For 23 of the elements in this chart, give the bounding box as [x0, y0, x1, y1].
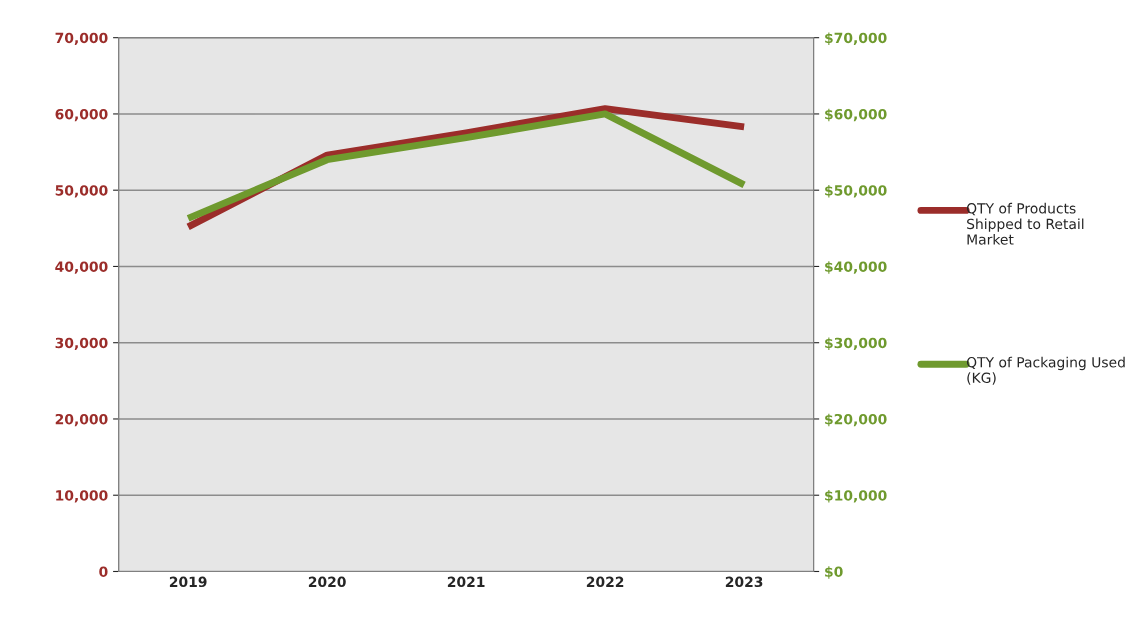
- y-tick-label: 60,000: [55, 108, 108, 122]
- y2-tick-label: $0: [825, 566, 843, 579]
- x-tick-label: 2020: [308, 576, 346, 588]
- x-tick-label: 2023: [725, 576, 763, 588]
- y2-tick-label: $10,000: [825, 489, 887, 503]
- y2-tick-label: $60,000: [825, 108, 887, 122]
- y-tick-label: 20,000: [55, 413, 108, 427]
- legend-label: QTY of Packaging Used (KG): [966, 356, 1125, 385]
- y-tick-label: 50,000: [55, 185, 108, 198]
- y-tick-label: 40,000: [55, 261, 108, 274]
- y2-tick-label: $50,000: [825, 184, 887, 198]
- y2-tick-label: $70,000: [825, 32, 887, 45]
- x-tick-label: 2021: [447, 576, 485, 588]
- x-tick-label: 2019: [169, 576, 207, 588]
- y-tick-label: 70,000: [55, 32, 108, 45]
- y2-tick-label: $20,000: [825, 413, 887, 427]
- x-tick-label: 2022: [586, 576, 624, 588]
- y2-tick-label: $40,000: [825, 261, 887, 274]
- y-tick-label: 0: [99, 566, 108, 577]
- legend-label: QTY of Products Shipped to Retail Market: [966, 202, 1084, 245]
- y2-tick-label: $30,000: [825, 337, 887, 351]
- y-tick-label: 30,000: [55, 337, 108, 350]
- y-tick-label: 10,000: [56, 490, 108, 503]
